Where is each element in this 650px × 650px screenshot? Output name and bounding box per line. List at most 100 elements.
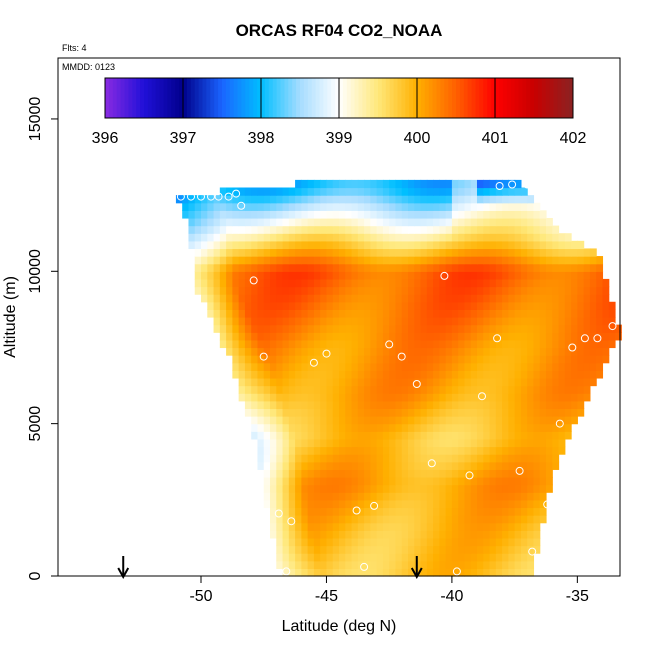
- heatmap-cell: [382, 469, 390, 478]
- heatmap-cell: [508, 568, 516, 577]
- heatmap-cell: [502, 225, 509, 234]
- heatmap-cell: [495, 240, 503, 250]
- heatmap-cell: [357, 355, 365, 364]
- heatmap-cell: [495, 301, 503, 310]
- heatmap-cell: [219, 202, 227, 211]
- heatmap-cell: [564, 362, 572, 371]
- heatmap-cell: [326, 355, 334, 364]
- heatmap-cell: [238, 195, 246, 204]
- colorbar-tick-label: 399: [326, 130, 353, 147]
- heatmap-cell: [451, 431, 459, 440]
- heatmap-cell: [545, 271, 553, 280]
- colorbar-segment: [155, 78, 161, 118]
- heatmap-cell: [458, 461, 466, 470]
- heatmap-cell: [226, 294, 233, 303]
- heatmap-cell: [307, 202, 315, 211]
- heatmap-cell: [527, 225, 535, 234]
- heatmap-cell: [339, 431, 346, 440]
- heatmap-cell: [351, 263, 359, 272]
- heatmap-cell: [295, 499, 302, 509]
- heatmap-cell: [207, 248, 215, 257]
- heatmap-cell: [514, 370, 522, 379]
- heatmap-cell: [270, 317, 277, 326]
- heatmap-cell: [489, 507, 497, 516]
- heatmap-cell: [476, 355, 484, 364]
- heatmap-cell: [382, 393, 390, 402]
- heatmap-cell: [401, 286, 409, 295]
- heatmap-cell: [313, 263, 321, 272]
- heatmap-cell: [307, 347, 315, 356]
- heatmap-cell: [194, 248, 202, 257]
- x-axis-label: Latitude (deg N): [282, 618, 397, 635]
- heatmap-cell: [470, 233, 478, 242]
- heatmap-cell: [552, 385, 560, 394]
- heatmap-cell: [376, 423, 384, 432]
- heatmap-cell: [476, 278, 484, 288]
- heatmap-cell: [301, 294, 309, 303]
- heatmap-cell: [589, 309, 597, 318]
- heatmap-cell: [539, 286, 547, 295]
- heatmap-cell: [395, 309, 403, 318]
- heatmap-cell: [282, 461, 290, 470]
- heatmap-cell: [571, 240, 578, 250]
- heatmap-cell: [288, 484, 296, 493]
- heatmap-cell: [376, 324, 384, 333]
- heatmap-cell: [376, 278, 384, 288]
- heatmap-cell: [282, 537, 290, 547]
- heatmap-cell: [389, 233, 397, 242]
- heatmap-cell: [213, 271, 221, 280]
- heatmap-cell: [577, 370, 585, 379]
- heatmap-cell: [219, 263, 227, 272]
- heatmap-cell: [514, 202, 522, 211]
- heatmap-cell: [313, 309, 321, 318]
- colorbar-segment: [346, 78, 352, 118]
- heatmap-cell: [326, 233, 334, 242]
- heatmap-cell: [420, 446, 428, 455]
- heatmap-cell: [389, 438, 397, 448]
- heatmap-cell: [332, 438, 340, 448]
- colorbar-segment: [300, 78, 305, 118]
- heatmap-cell: [502, 263, 509, 272]
- heatmap-cell: [307, 385, 315, 394]
- heatmap-cell: [401, 476, 409, 486]
- heatmap-cell: [207, 202, 215, 211]
- heatmap-cell: [470, 248, 478, 257]
- heatmap-cell: [357, 568, 365, 577]
- flight-point: [232, 189, 241, 198]
- heatmap-cell: [364, 431, 371, 440]
- heatmap-cell: [514, 195, 522, 204]
- flight-point: [176, 192, 185, 201]
- heatmap-cell: [288, 492, 296, 501]
- heatmap-cell: [313, 423, 321, 432]
- heatmap-cell: [301, 301, 309, 310]
- heatmap-cell: [295, 355, 302, 364]
- heatmap-cell: [514, 507, 522, 516]
- heatmap-cell: [251, 233, 259, 242]
- heatmap-cell: [282, 309, 290, 318]
- heatmap-cell: [270, 438, 277, 448]
- heatmap-cell: [339, 217, 346, 227]
- heatmap-cell: [414, 294, 422, 303]
- heatmap-cell: [533, 492, 541, 501]
- heatmap-cell: [433, 362, 440, 371]
- heatmap-cell: [326, 522, 334, 531]
- heatmap-cell: [301, 324, 309, 333]
- heatmap-cell: [382, 225, 390, 234]
- heatmap-cell: [251, 385, 259, 394]
- heatmap-cell: [257, 438, 265, 448]
- heatmap-cell: [470, 454, 478, 463]
- heatmap-cell: [320, 210, 328, 219]
- heatmap-cell: [408, 271, 415, 280]
- heatmap-cell: [433, 476, 440, 486]
- heatmap-cell: [495, 461, 503, 470]
- heatmap-cell: [401, 217, 409, 227]
- heatmap-cell: [533, 339, 541, 349]
- heatmap-cell: [219, 294, 227, 303]
- heatmap-cell: [495, 377, 503, 387]
- colorbar-segment: [261, 78, 266, 118]
- heatmap-cell: [357, 476, 365, 486]
- heatmap-cell: [520, 530, 528, 539]
- heatmap-cell: [495, 454, 503, 463]
- heatmap-cell: [251, 370, 259, 379]
- heatmap-cell: [307, 560, 315, 569]
